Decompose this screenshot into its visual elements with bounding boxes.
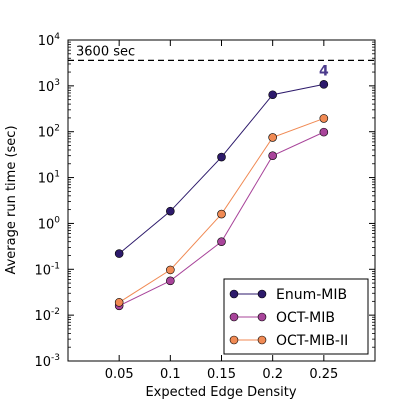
x-tick-label: 0.05 [105, 367, 134, 382]
x-axis-label: Expected Edge Density [145, 385, 296, 400]
y-axis-label: Average run time (sec) [4, 125, 19, 274]
data-point [166, 206, 175, 216]
y-tick-exponent: 4 [54, 32, 60, 42]
legend: Enum-MIB OCT-MIB OCT-MIB-II [223, 278, 369, 355]
y-tick-base: 10 [34, 355, 51, 370]
y-tick-base: 10 [38, 217, 55, 232]
y-tick-label: 10-3 [34, 353, 60, 370]
y-tick-label: 103 [38, 78, 60, 95]
data-point [166, 265, 175, 275]
y-tick-exponent: -2 [51, 307, 60, 317]
legend-marker [257, 289, 267, 299]
y-tick-base: 10 [38, 126, 55, 141]
data-point [217, 209, 226, 219]
y-tick-exponent: 3 [54, 78, 60, 88]
point-annotation: 4 [319, 63, 329, 79]
y-tick-label: 102 [38, 124, 60, 141]
x-tick-label: 0.1 [160, 367, 181, 382]
y-tick-exponent: -1 [51, 261, 60, 271]
x-tick-label: 0.15 [207, 367, 236, 382]
x-tick-label: 0.25 [309, 367, 338, 382]
y-tick-base: 10 [38, 172, 55, 187]
legend-marker [257, 335, 267, 345]
y-tick-exponent: 2 [54, 124, 60, 134]
data-point [319, 80, 329, 89]
y-tick-label: 101 [38, 170, 60, 187]
y-tick-base: 10 [34, 263, 51, 278]
y-tick-exponent: -3 [51, 353, 60, 363]
series-layer [114, 80, 329, 311]
data-point [319, 127, 329, 137]
data-point [114, 298, 124, 307]
data-point [319, 114, 329, 123]
reference-line-label: 3600 sec [76, 44, 135, 59]
data-point [166, 276, 175, 286]
data-point [217, 152, 226, 162]
y-tick-base: 10 [34, 309, 51, 324]
legend-label: OCT-MIB-II [276, 333, 348, 349]
y-tick-exponent: 0 [54, 215, 60, 225]
y-tick-label: 10-2 [34, 307, 60, 324]
x-tick-label: 0.2 [262, 367, 283, 382]
data-point [268, 151, 277, 160]
legend-label: Enum-MIB [276, 287, 347, 303]
legend-label: OCT-MIB [276, 310, 335, 326]
x-axis-ticks: 0.05 0.1 0.15 0.2 0.25 [105, 40, 338, 382]
y-tick-exponent: 1 [54, 170, 60, 180]
y-tick-base: 10 [38, 34, 55, 49]
data-point [114, 249, 124, 258]
y-tick-label: 104 [38, 32, 61, 49]
legend-marker [229, 335, 239, 345]
data-point [268, 133, 277, 142]
data-point [217, 237, 226, 246]
y-tick-label: 100 [38, 215, 61, 232]
y-tick-base: 10 [38, 80, 55, 95]
legend-marker [257, 312, 267, 322]
legend-marker [229, 312, 239, 322]
legend-marker [229, 289, 239, 299]
y-tick-label: 10-1 [34, 261, 60, 278]
data-point [268, 90, 277, 100]
